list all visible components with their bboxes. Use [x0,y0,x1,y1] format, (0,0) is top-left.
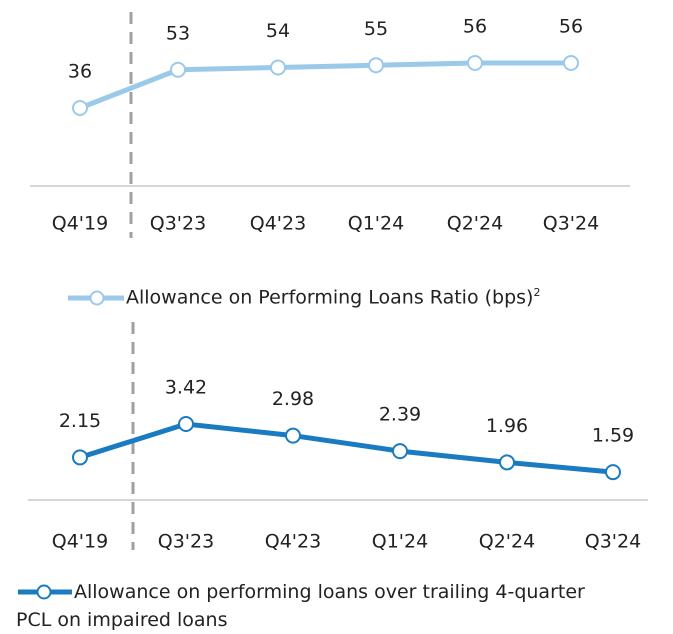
x-tick-label: Q4'19 [52,531,108,553]
data-label: 53 [166,22,190,44]
legend: Allowance on performing loans over trail… [16,578,666,634]
data-point [178,416,194,432]
legend: Allowance on Performing Loans Ratio (bps… [66,279,540,312]
data-label: 2.98 [272,388,314,410]
x-tick-label: Q4'23 [265,531,321,553]
legend-marker [89,290,105,306]
data-point [392,443,408,460]
data-label: 3.42 [165,377,207,399]
data-label: 56 [559,16,583,38]
x-tick-label: Q3'24 [585,531,641,553]
data-label: 36 [68,61,92,83]
data-point [72,449,88,466]
data-point [368,57,384,74]
legend-label: Allowance on performing loans over trail… [16,581,585,631]
data-label: 1.96 [486,415,528,437]
x-tick-label: Q3'23 [150,213,206,235]
data-label: 2.15 [59,410,101,432]
data-point [285,427,301,444]
series-line [79,60,571,111]
x-tick-label: Q1'24 [372,531,428,553]
data-label: 2.39 [379,404,421,426]
x-tick-label: Q3'23 [158,531,214,553]
legend-swatch [68,290,124,306]
data-label: 54 [266,20,290,42]
legend-footnote: 2 [533,286,541,299]
data-point [270,59,286,76]
x-tick-label: Q3'24 [543,213,599,235]
series-line [79,421,614,475]
x-tick-label: Q2'24 [479,531,535,553]
x-tick-label: Q1'24 [348,213,404,235]
legend-marker [36,584,52,600]
x-tick-label: Q4'23 [250,213,306,235]
legend-swatch [18,584,72,600]
legend-label: Allowance on Performing Loans Ratio (bps… [126,286,534,309]
data-point [72,100,88,116]
x-tick-label: Q2'24 [447,213,503,235]
data-point [563,55,579,71]
data-label: 1.59 [592,425,634,447]
data-point [499,454,515,471]
data-point [170,61,186,78]
data-point [467,55,483,71]
data-point [605,464,621,481]
x-tick-label: Q4'19 [52,213,108,235]
data-label: 55 [364,18,388,40]
data-label: 56 [463,16,487,38]
